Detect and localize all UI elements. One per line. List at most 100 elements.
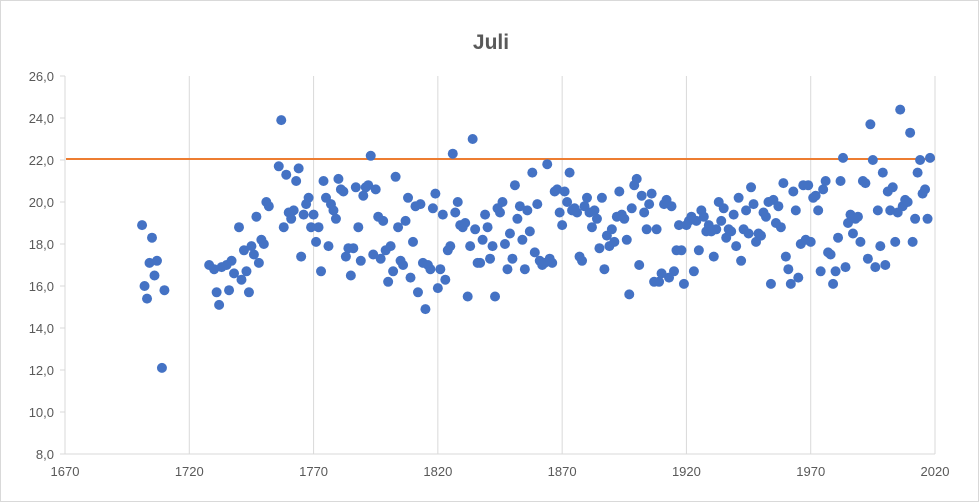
data-point xyxy=(624,289,635,300)
data-point xyxy=(460,218,471,228)
data-point xyxy=(877,167,888,178)
data-point xyxy=(698,211,709,222)
data-point xyxy=(306,222,317,233)
data-point xyxy=(634,260,645,270)
data-point xyxy=(358,190,369,201)
data-point xyxy=(338,186,349,197)
data-point xyxy=(867,155,878,165)
data-point xyxy=(502,264,513,275)
data-point xyxy=(465,241,476,252)
data-point xyxy=(378,215,389,226)
data-point xyxy=(447,148,458,159)
data-point xyxy=(229,268,240,279)
data-point xyxy=(656,268,667,279)
data-point xyxy=(895,104,906,115)
data-point xyxy=(905,127,916,138)
grid-lines xyxy=(64,76,936,454)
data-point xyxy=(621,234,632,245)
chart-title: Juli xyxy=(473,31,509,54)
data-point xyxy=(273,161,284,172)
data-point xyxy=(922,213,933,224)
data-point xyxy=(214,299,225,310)
data-point xyxy=(865,119,876,130)
x-tick-label: 1870 xyxy=(548,464,577,479)
x-tick-label: 1820 xyxy=(423,464,452,479)
data-point xyxy=(875,241,886,252)
data-point xyxy=(788,186,799,197)
data-point xyxy=(785,278,796,289)
data-point xyxy=(350,182,361,193)
data-point xyxy=(586,222,597,233)
data-point xyxy=(470,224,481,235)
data-point xyxy=(353,222,364,233)
data-point xyxy=(577,255,588,266)
data-point xyxy=(527,167,538,178)
y-axis-ticks: 8,0 10,0 12,0 14,0 16,0 18,0 20,0 22,0 24,0 26,0 xyxy=(29,69,54,462)
data-point xyxy=(281,169,292,180)
data-point xyxy=(286,213,297,224)
data-point xyxy=(490,291,501,302)
data-point xyxy=(925,152,936,163)
data-point xyxy=(435,264,446,275)
x-tick-label: 1670 xyxy=(51,464,80,479)
data-point xyxy=(393,222,404,233)
data-point xyxy=(890,236,901,247)
data-point xyxy=(313,222,324,233)
data-point xyxy=(445,241,456,252)
data-point xyxy=(151,255,162,266)
data-point xyxy=(308,209,319,220)
data-point xyxy=(495,207,505,218)
data-point xyxy=(482,222,493,233)
data-point xyxy=(139,281,150,291)
data-point xyxy=(258,239,269,249)
data-point xyxy=(522,205,533,216)
data-point xyxy=(651,224,662,235)
data-point xyxy=(318,176,329,186)
data-point xyxy=(606,224,617,235)
data-point xyxy=(412,287,423,298)
data-point xyxy=(646,188,657,199)
data-point xyxy=(504,228,515,239)
data-point xyxy=(224,285,235,296)
data-point xyxy=(902,197,913,207)
data-point xyxy=(420,304,431,315)
data-point xyxy=(430,188,441,199)
data-point xyxy=(731,241,742,252)
data-point xyxy=(142,293,153,304)
data-point xyxy=(514,201,525,212)
data-point xyxy=(432,283,443,294)
data-point xyxy=(348,243,359,254)
x-tick-label: 2020 xyxy=(921,464,950,479)
data-point xyxy=(263,201,274,212)
data-point xyxy=(673,220,684,231)
data-point xyxy=(497,197,508,207)
data-point xyxy=(243,287,254,298)
data-point xyxy=(756,230,766,241)
data-point xyxy=(557,220,568,231)
data-point xyxy=(693,245,704,256)
data-point xyxy=(276,115,287,126)
data-point xyxy=(803,180,814,191)
y-tick-label: 10,0 xyxy=(29,405,54,420)
data-point xyxy=(760,211,771,222)
data-point xyxy=(644,199,655,210)
data-point xyxy=(591,213,602,224)
data-point xyxy=(385,241,396,252)
data-point xyxy=(485,253,496,264)
data-point xyxy=(654,276,665,287)
data-point xyxy=(716,215,727,226)
data-point xyxy=(288,205,299,216)
y-tick-label: 16,0 xyxy=(29,279,54,294)
data-point xyxy=(405,272,416,283)
y-tick-label: 26,0 xyxy=(29,69,54,84)
data-point xyxy=(810,190,821,201)
data-point xyxy=(226,255,237,266)
data-point xyxy=(499,239,510,249)
data-point xyxy=(669,266,679,277)
y-tick-label: 14,0 xyxy=(29,321,54,336)
data-point xyxy=(211,287,222,298)
data-point xyxy=(775,222,786,233)
data-point xyxy=(323,241,334,252)
data-point xyxy=(291,176,302,186)
